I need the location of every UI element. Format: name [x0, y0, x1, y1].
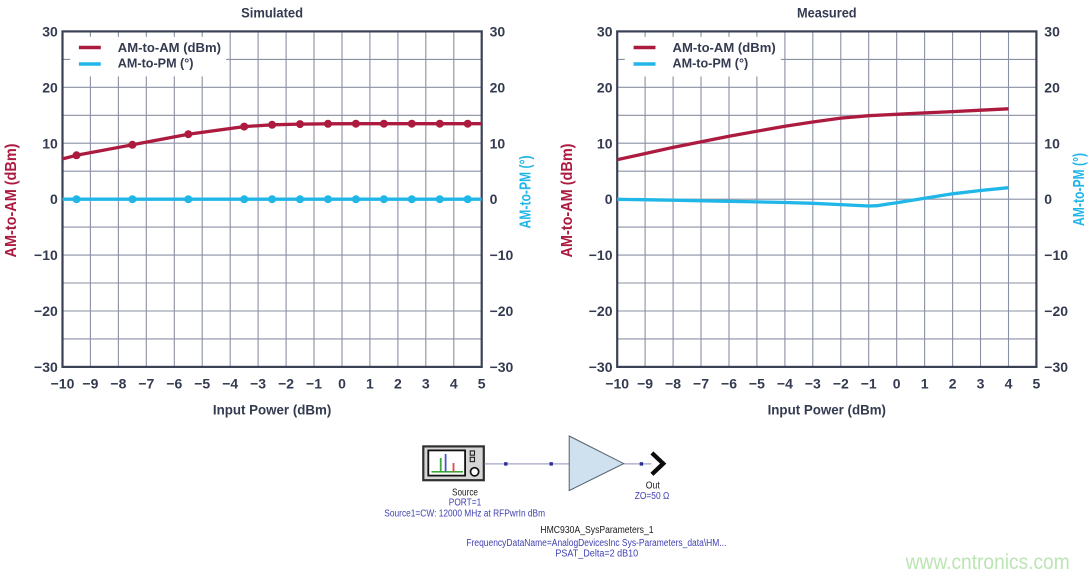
svg-text:−8: −8	[665, 375, 681, 391]
svg-text:−1: −1	[861, 375, 877, 391]
svg-text:HMC930A_SysParameters_1: HMC930A_SysParameters_1	[540, 525, 653, 536]
svg-text:Source: Source	[452, 487, 478, 498]
svg-text:10: 10	[490, 135, 506, 151]
svg-text:20: 20	[490, 79, 506, 95]
svg-text:30: 30	[1044, 24, 1060, 40]
svg-text:1: 1	[921, 375, 929, 391]
svg-text:−9: −9	[82, 375, 98, 391]
svg-text:FrequencyDataName=AnalogDevice: FrequencyDataName=AnalogDevicesInc Sys-P…	[466, 538, 726, 549]
svg-text:−3: −3	[250, 375, 266, 391]
svg-text:−4: −4	[222, 375, 238, 391]
svg-text:−20: −20	[490, 303, 514, 319]
svg-text:Input Power (dBm): Input Power (dBm)	[213, 402, 331, 418]
svg-text:20: 20	[42, 79, 58, 95]
svg-text:−1: −1	[306, 375, 322, 391]
svg-text:Out: Out	[646, 481, 660, 492]
svg-text:AM-to-AM (dBm): AM-to-AM (dBm)	[559, 144, 576, 258]
svg-text:0: 0	[893, 375, 901, 391]
svg-text:3: 3	[422, 375, 430, 391]
svg-text:PSAT_Delta=2 dB10: PSAT_Delta=2 dB10	[555, 548, 638, 559]
svg-text:AM-to-PM (°): AM-to-PM (°)	[118, 56, 194, 70]
svg-text:AM-to-PM (°): AM-to-PM (°)	[518, 156, 535, 229]
svg-text:−2: −2	[833, 375, 849, 391]
svg-text:AM-to-PM (°): AM-to-PM (°)	[1071, 153, 1088, 226]
svg-text:AM-to-AM (dBm): AM-to-AM (dBm)	[118, 41, 221, 55]
svg-text:−5: −5	[749, 375, 765, 391]
svg-text:−10: −10	[51, 375, 75, 391]
svg-text:10: 10	[42, 135, 58, 151]
svg-text:−7: −7	[138, 375, 154, 391]
svg-text:−4: −4	[777, 375, 793, 391]
svg-text:−30: −30	[1044, 359, 1068, 375]
svg-text:−6: −6	[166, 375, 182, 391]
svg-text:−10: −10	[1044, 247, 1068, 263]
svg-text:−10: −10	[589, 247, 613, 263]
svg-text:−20: −20	[34, 303, 58, 319]
svg-text:10: 10	[1044, 135, 1060, 151]
svg-text:10: 10	[597, 135, 613, 151]
svg-text:−9: −9	[637, 375, 653, 391]
svg-text:20: 20	[1044, 79, 1060, 95]
svg-text:4: 4	[450, 375, 458, 391]
svg-text:www.cntronics.com: www.cntronics.com	[905, 551, 1070, 574]
svg-text:−6: −6	[721, 375, 737, 391]
svg-text:−5: −5	[194, 375, 210, 391]
svg-text:0: 0	[605, 191, 613, 207]
svg-text:Input Power (dBm): Input Power (dBm)	[768, 402, 886, 418]
svg-text:−30: −30	[34, 359, 58, 375]
svg-text:−10: −10	[34, 247, 58, 263]
svg-text:−10: −10	[605, 375, 629, 391]
svg-text:0: 0	[490, 191, 498, 207]
svg-text:1: 1	[366, 375, 374, 391]
svg-text:AM-to-AM (dBm): AM-to-AM (dBm)	[3, 144, 20, 258]
svg-text:5: 5	[1033, 375, 1041, 391]
svg-text:−10: −10	[490, 247, 514, 263]
svg-text:ZO=50 Ω: ZO=50 Ω	[635, 491, 670, 502]
svg-text:0: 0	[50, 191, 58, 207]
svg-text:4: 4	[1005, 375, 1013, 391]
svg-text:3: 3	[977, 375, 985, 391]
svg-text:−30: −30	[490, 359, 514, 375]
svg-text:0: 0	[338, 375, 346, 391]
svg-text:Measured: Measured	[797, 5, 857, 21]
svg-text:30: 30	[490, 24, 506, 40]
svg-text:2: 2	[394, 375, 402, 391]
svg-text:−8: −8	[110, 375, 126, 391]
svg-text:−7: −7	[693, 375, 709, 391]
svg-text:PORT=1: PORT=1	[449, 498, 481, 509]
svg-text:20: 20	[597, 79, 613, 95]
svg-text:0: 0	[1044, 191, 1052, 207]
svg-text:−30: −30	[589, 359, 613, 375]
svg-text:Simulated: Simulated	[241, 5, 303, 21]
svg-text:2: 2	[949, 375, 957, 391]
svg-text:Source1=CW: 12000 MHz at RFPwr: Source1=CW: 12000 MHz at RFPwrIn dBm	[384, 508, 545, 519]
svg-text:AM-to-PM (°): AM-to-PM (°)	[673, 56, 749, 70]
svg-text:30: 30	[42, 24, 58, 40]
svg-text:AM-to-AM (dBm): AM-to-AM (dBm)	[673, 41, 776, 55]
svg-text:−3: −3	[805, 375, 821, 391]
svg-text:−20: −20	[1044, 303, 1068, 319]
svg-text:−20: −20	[589, 303, 613, 319]
svg-text:30: 30	[597, 24, 613, 40]
svg-text:5: 5	[478, 375, 486, 391]
svg-text:−2: −2	[278, 375, 294, 391]
